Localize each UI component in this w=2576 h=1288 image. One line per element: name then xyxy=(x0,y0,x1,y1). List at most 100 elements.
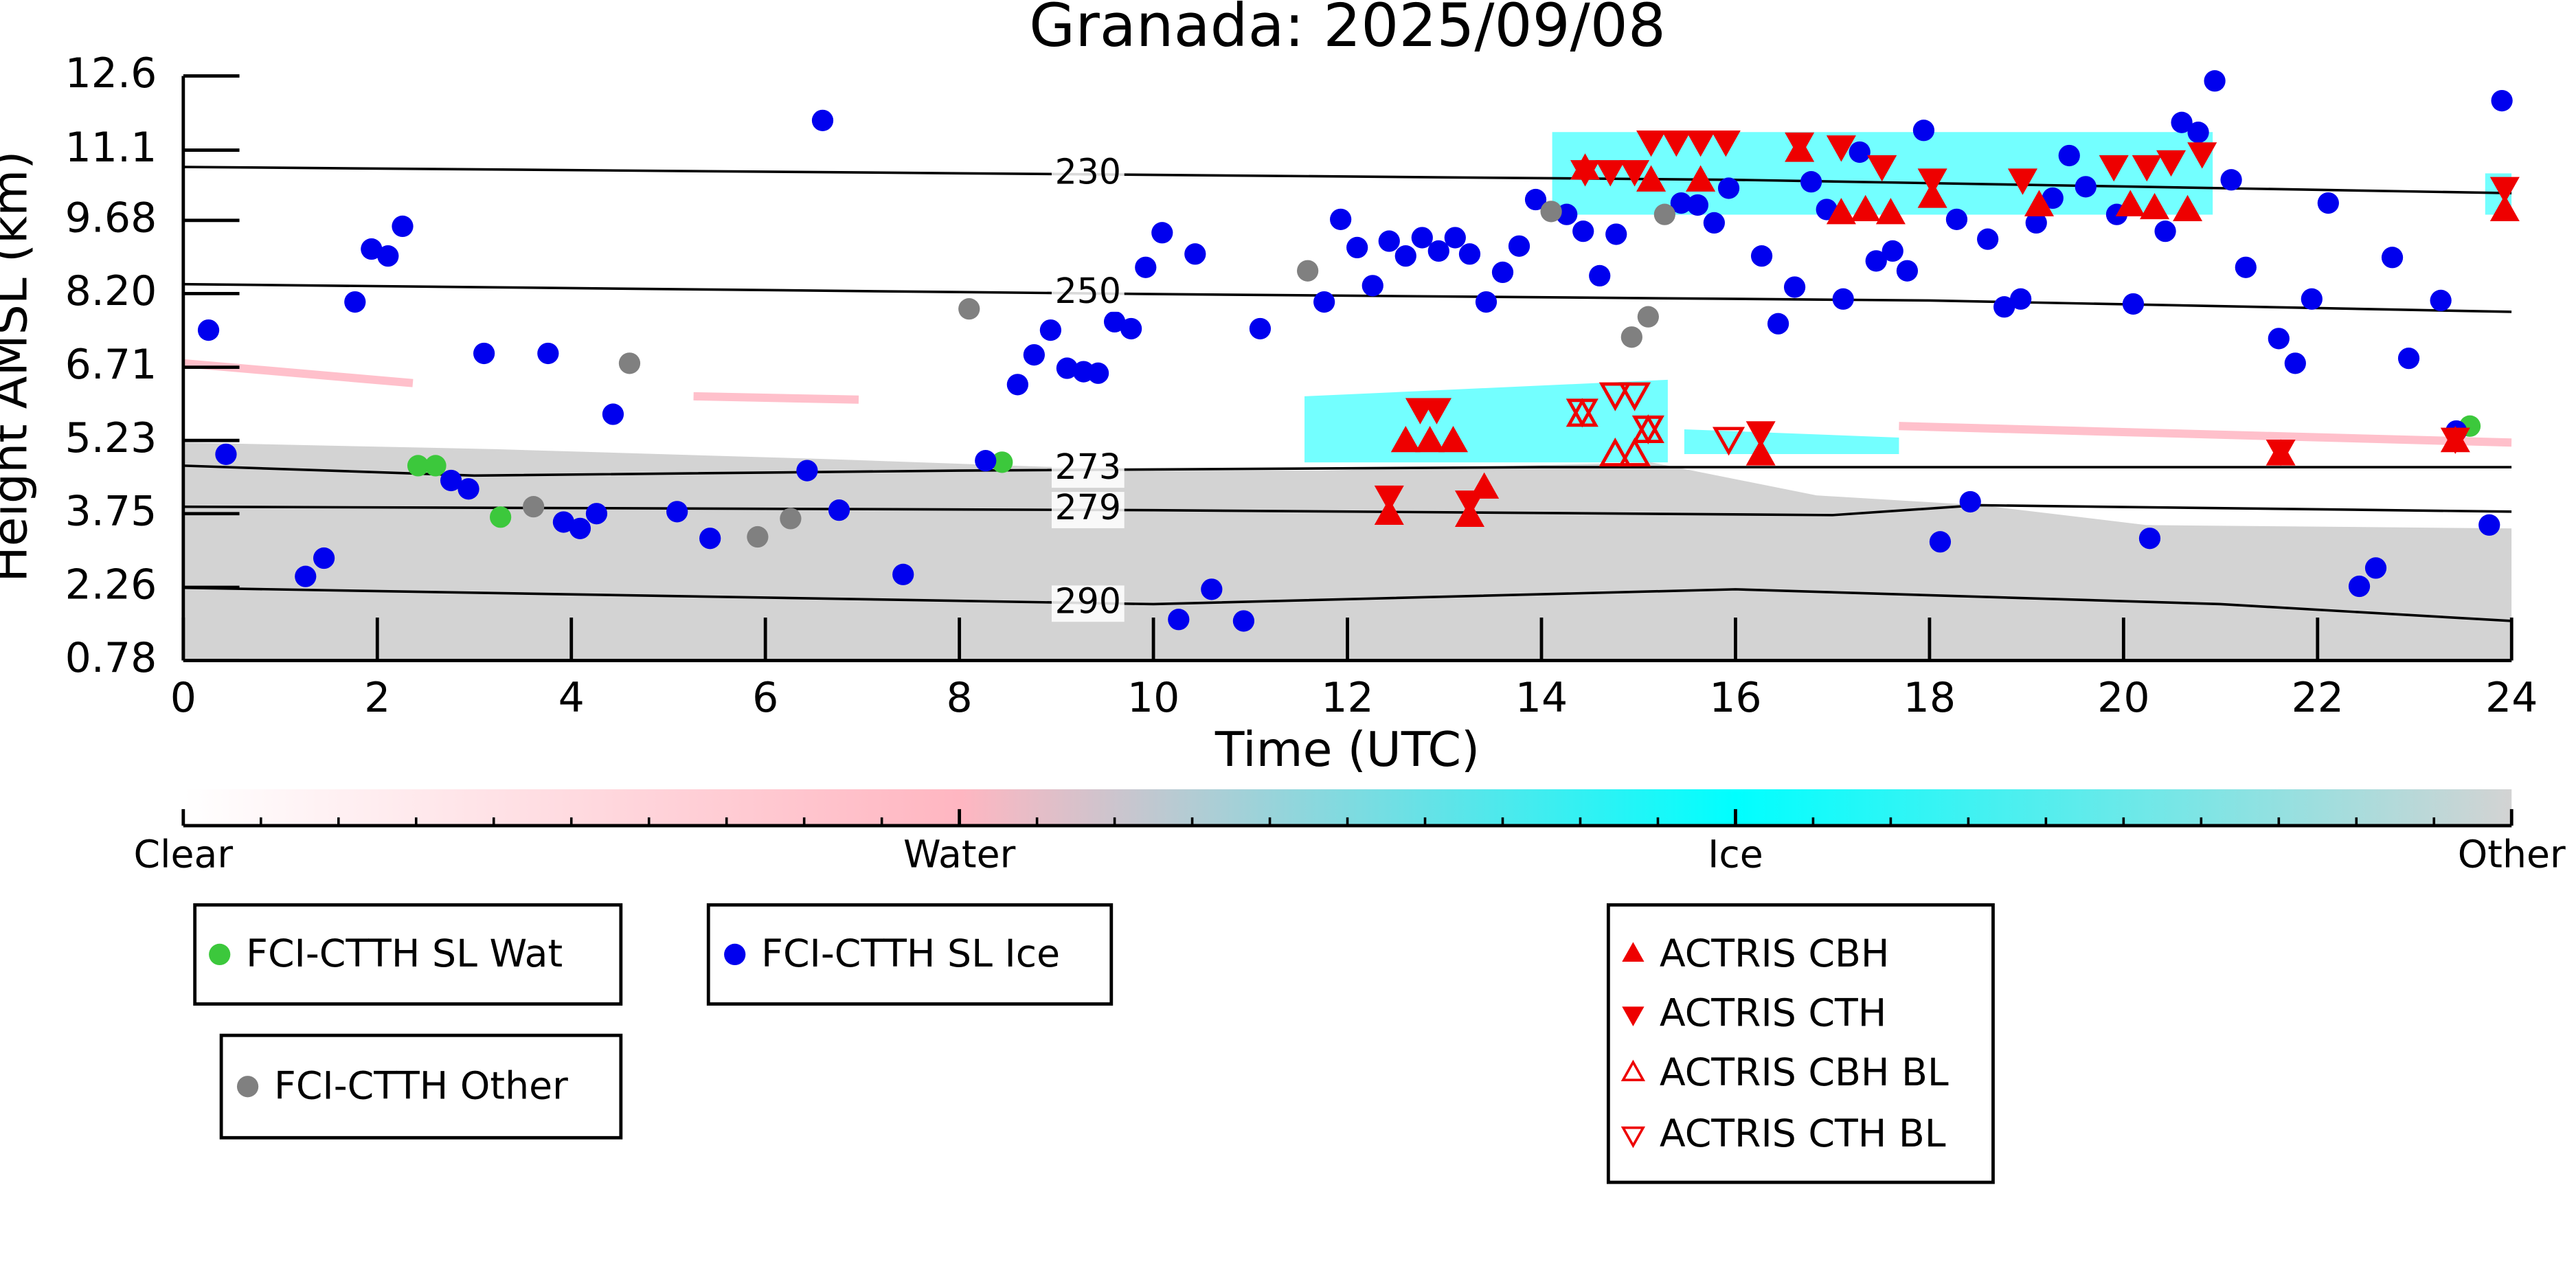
point xyxy=(666,501,688,523)
point xyxy=(392,215,414,238)
point xyxy=(1540,201,1562,223)
legend-marker xyxy=(209,943,231,966)
point xyxy=(1959,490,1981,513)
ice-field xyxy=(1304,173,2512,463)
point xyxy=(1620,160,1650,187)
point xyxy=(197,319,220,341)
x-tick-label: 20 xyxy=(2097,674,2149,722)
point xyxy=(1444,227,1466,249)
contour-label: 273 xyxy=(1055,447,1121,487)
legend-box xyxy=(1606,903,1995,1184)
point xyxy=(1039,319,1062,341)
point xyxy=(2156,150,2187,177)
point xyxy=(1566,398,1598,428)
colorbar-label: Water xyxy=(903,833,1016,877)
legend-marker xyxy=(1620,1126,1646,1149)
point xyxy=(1912,120,1935,142)
point xyxy=(2187,142,2217,169)
legend-label: ACTRIS CBH BL xyxy=(1660,1051,1949,1095)
point xyxy=(440,469,462,492)
contour-label: 279 xyxy=(1055,487,1121,528)
point xyxy=(1670,192,1692,214)
contour-label: 290 xyxy=(1055,580,1121,621)
point xyxy=(2284,352,2306,374)
point xyxy=(2489,177,2520,203)
point xyxy=(1415,425,1445,453)
y-tick-label: 0.78 xyxy=(65,634,157,682)
x-tick-label: 4 xyxy=(558,674,585,722)
point xyxy=(1686,130,1716,157)
contour-label: 250 xyxy=(1055,271,1121,311)
point xyxy=(1865,250,1887,272)
x-tick-label: 16 xyxy=(1709,674,1761,722)
point xyxy=(1929,531,1952,553)
x-tick-label: 8 xyxy=(947,674,973,722)
point xyxy=(425,455,447,477)
point xyxy=(1589,264,1611,287)
point xyxy=(361,238,383,260)
y-tick-label: 11.1 xyxy=(65,124,157,172)
point xyxy=(1710,130,1741,157)
point xyxy=(1151,222,1173,244)
contour-label-bg xyxy=(1051,451,1125,488)
point xyxy=(1427,240,1449,262)
legend-label: FCI-CTTH SL Wat xyxy=(246,932,563,976)
point xyxy=(2138,528,2161,550)
point xyxy=(523,496,545,518)
point xyxy=(1374,485,1404,512)
point xyxy=(407,455,429,477)
point xyxy=(1712,427,1745,456)
point xyxy=(747,526,769,548)
point xyxy=(1598,382,1631,411)
x-tick-label: 12 xyxy=(1321,674,1373,722)
point xyxy=(1411,227,1433,249)
point xyxy=(1374,498,1404,526)
point xyxy=(1867,155,1897,182)
point xyxy=(892,563,914,585)
point xyxy=(2154,221,2176,242)
point xyxy=(1917,181,1947,208)
point xyxy=(2235,256,2257,278)
x-tick-label: 0 xyxy=(170,674,196,722)
point xyxy=(1631,415,1664,444)
point xyxy=(2115,190,2145,216)
point xyxy=(1767,313,1789,335)
x-tick-label: 2 xyxy=(364,674,390,722)
point xyxy=(2430,289,2452,312)
x-tick-label: 18 xyxy=(1903,674,1956,722)
y-tick-label: 5.23 xyxy=(65,414,157,462)
point xyxy=(1661,130,1691,157)
point xyxy=(1993,296,2015,318)
point xyxy=(2140,192,2170,220)
point xyxy=(1653,203,1675,225)
contour-line xyxy=(183,586,2512,622)
point xyxy=(1524,188,1547,211)
point xyxy=(1977,228,1999,250)
point xyxy=(1637,306,1659,328)
point xyxy=(780,508,802,530)
point xyxy=(2007,168,2037,195)
point xyxy=(1917,168,1947,195)
contour-line xyxy=(183,464,2512,477)
point xyxy=(1849,141,1871,163)
point xyxy=(2440,427,2470,454)
point xyxy=(1717,177,1740,199)
point xyxy=(602,403,624,425)
y-tick-label: 9.68 xyxy=(65,194,157,242)
point xyxy=(1394,245,1416,267)
point xyxy=(1851,194,1881,222)
point xyxy=(1249,317,1272,340)
contours xyxy=(183,166,2512,622)
point xyxy=(1896,260,1919,282)
point xyxy=(1620,326,1642,348)
point xyxy=(1508,235,1530,257)
point xyxy=(1636,165,1667,192)
point xyxy=(2301,288,2323,310)
point xyxy=(1475,291,1498,313)
point xyxy=(1346,236,1368,259)
point xyxy=(2397,348,2420,370)
point xyxy=(2348,575,2371,598)
point xyxy=(1390,425,1421,453)
point xyxy=(1832,288,1854,310)
point xyxy=(1120,317,1142,340)
